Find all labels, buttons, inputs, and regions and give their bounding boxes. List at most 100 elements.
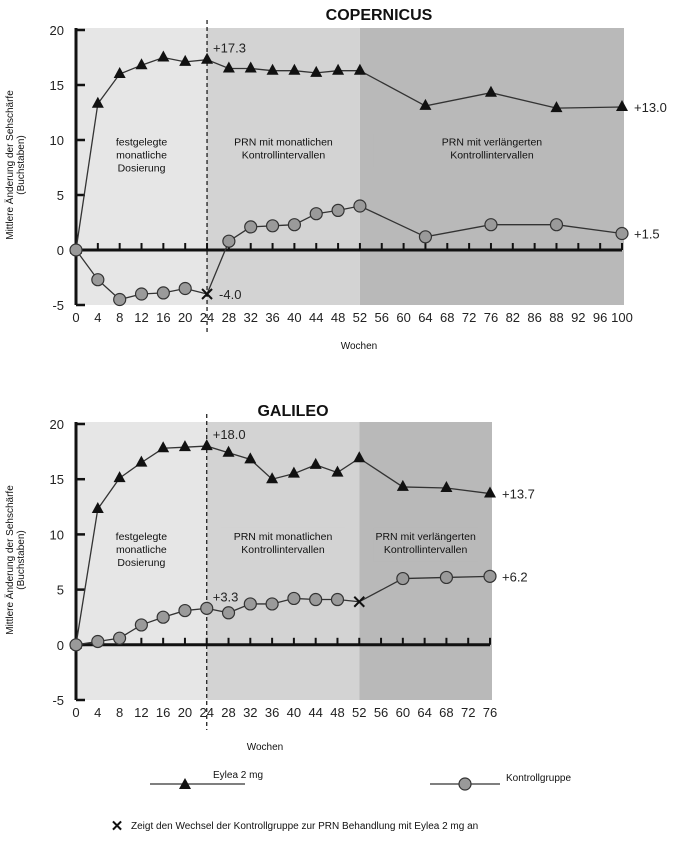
legend-eylea-label: Eylea 2 mg: [213, 770, 263, 781]
control-point: [178, 603, 192, 618]
eylea-point: [310, 65, 323, 77]
region-label: monatliche: [116, 544, 167, 556]
footnote: ✕ Zeigt den Wechsel der Kontrollgruppe z…: [111, 818, 479, 835]
control-point: [309, 207, 323, 221]
region-label-box: [90, 527, 193, 575]
region-label: Kontrollintervallen: [384, 544, 468, 556]
x-tick-label: 28: [221, 705, 235, 720]
x-tick-label: 36: [265, 310, 279, 325]
x-tick-label: 48: [331, 310, 345, 325]
value-annotation: +18.0: [213, 427, 246, 442]
eylea-point: [91, 96, 104, 108]
x-tick-label: 82: [506, 310, 520, 325]
x-tick-label: 86: [527, 310, 541, 325]
eylea-point: [309, 457, 322, 469]
x-tick-label: 72: [461, 705, 475, 720]
region-label: PRN mit verlängerten: [375, 531, 476, 543]
x-tick-label: 56: [375, 310, 389, 325]
y-axis-label: Mittlere Änderung der Sehschärfe: [4, 485, 16, 635]
y-tick-label: 20: [50, 23, 64, 38]
control-point: [69, 243, 83, 257]
x-tick-label: 4: [94, 705, 101, 720]
x-tick-label: 32: [243, 705, 257, 720]
x-tick-label: 68: [439, 705, 453, 720]
control-point: [353, 199, 367, 213]
control-point: [287, 218, 301, 232]
cross-icon: ✕: [111, 818, 124, 835]
eylea-point: [332, 63, 345, 75]
y-tick-label: 15: [50, 472, 64, 487]
eylea-point: [244, 61, 257, 73]
y-tick-label: 0: [57, 638, 64, 653]
legend: Eylea 2 mg Kontrollgruppe: [150, 770, 571, 791]
y-axis-label-unit: (Buchstaben): [16, 135, 27, 194]
x-tick-label: 32: [243, 310, 257, 325]
control-point: [331, 203, 345, 217]
region-label: Dosierung: [118, 163, 166, 175]
x-tick-label: 16: [156, 310, 170, 325]
y-tick-label: 15: [50, 78, 64, 93]
y-axis-label-unit: (Buchstaben): [16, 530, 27, 589]
x-tick-label: 20: [178, 310, 192, 325]
x-tick-label: 60: [396, 705, 410, 720]
x-tick-label: 60: [396, 310, 410, 325]
eylea-point: [266, 472, 279, 484]
eylea-point: [135, 455, 148, 467]
value-annotation: +13.7: [502, 487, 535, 502]
y-tick-label: 10: [50, 133, 64, 148]
eylea-point: [222, 445, 235, 457]
x-tick-label: 96: [593, 310, 607, 325]
control-point: [418, 230, 433, 244]
region-label: Kontrollintervallen: [450, 150, 534, 162]
region-label: PRN mit monatlichen: [234, 137, 333, 149]
eylea-point: [440, 481, 453, 493]
legend-control-label: Kontrollgruppe: [506, 773, 571, 784]
x-tick-label: 64: [418, 310, 432, 325]
region-label: Dosierung: [117, 557, 165, 569]
switch-cross-marker: [201, 288, 213, 300]
y-tick-label: 5: [57, 188, 64, 203]
control-point: [549, 218, 564, 232]
y-tick-label: 20: [50, 417, 64, 432]
legend-circle-icon: [458, 777, 472, 791]
x-tick-label: 0: [72, 705, 79, 720]
control-point: [221, 606, 236, 620]
x-tick-label: 72: [462, 310, 476, 325]
control-point: [439, 570, 454, 585]
control-point: [69, 638, 83, 652]
control-point: [91, 273, 105, 287]
x-tick-label: 12: [134, 310, 148, 325]
x-axis-label: Wochen: [247, 742, 284, 753]
x-tick-label: 48: [330, 705, 344, 720]
eylea-point: [113, 67, 126, 78]
control-point: [396, 571, 410, 586]
y-tick-label: 10: [50, 527, 64, 542]
region-label: Kontrollintervallen: [241, 544, 325, 556]
control-point: [265, 219, 280, 233]
y-tick-label: 0: [57, 243, 64, 258]
x-tick-label: 64: [417, 705, 431, 720]
region-label-box: [221, 133, 346, 168]
x-tick-label: 40: [287, 705, 301, 720]
control-point: [134, 287, 149, 301]
y-tick-label: 5: [57, 583, 64, 598]
control-point: [330, 592, 345, 607]
y-tick-label: -5: [52, 693, 64, 708]
region-label-box: [373, 527, 478, 562]
x-tick-label: 56: [374, 705, 388, 720]
region-label-box: [220, 527, 346, 562]
eylea-point: [288, 63, 301, 75]
legend-triangle-icon: [179, 778, 191, 789]
control-point: [134, 618, 148, 632]
x-axis-label: Wochen: [341, 341, 378, 352]
x-tick-label: 52: [353, 310, 367, 325]
control-point: [200, 601, 214, 615]
value-annotation: -4.0: [219, 287, 241, 302]
region-label: Kontrollintervallen: [242, 150, 326, 162]
eylea-point: [484, 85, 497, 97]
eylea-point: [353, 63, 366, 75]
footnote-text: Zeigt den Wechsel der Kontrollgruppe zur…: [131, 821, 478, 832]
value-annotation: +3.3: [213, 589, 239, 604]
